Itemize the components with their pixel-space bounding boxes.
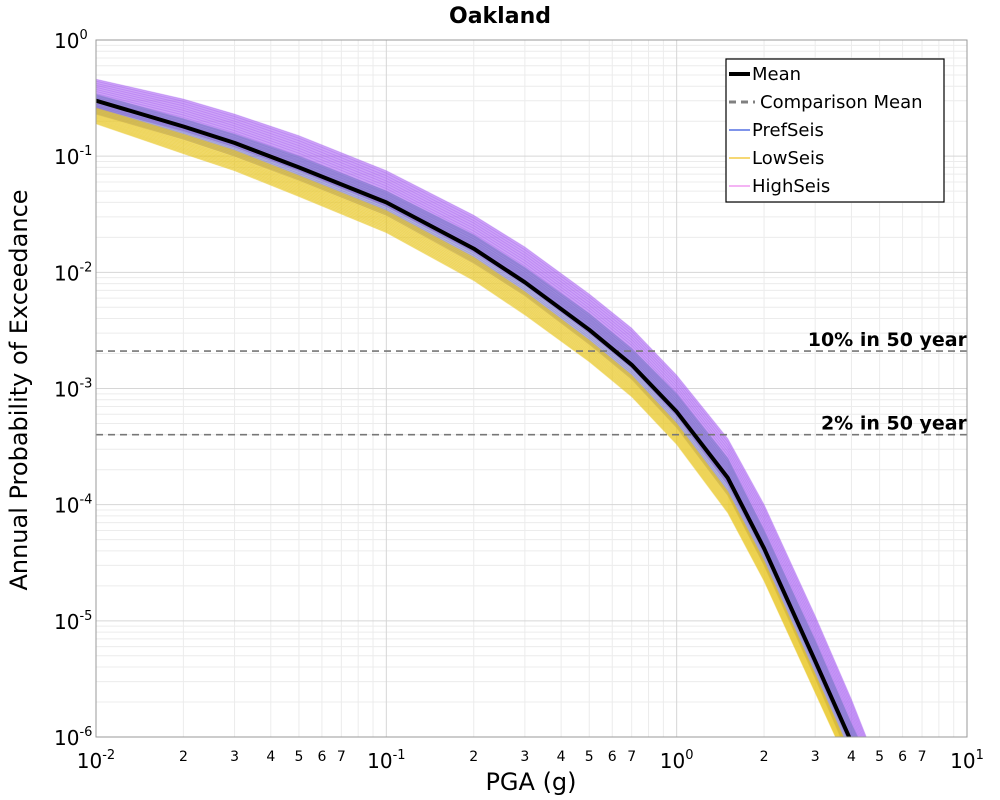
branch-curve-lowseis	[96, 110, 843, 737]
reference-line-label: 10% in 50 year	[808, 329, 968, 351]
x-minor-tick-label: 2	[179, 749, 188, 765]
branch-curve-lowseis	[96, 107, 845, 737]
x-minor-tick-label: 4	[557, 749, 566, 765]
x-minor-tick-label: 5	[294, 749, 303, 765]
branch-curve-prefseis	[96, 93, 859, 737]
branch-curve-prefseis	[96, 98, 855, 737]
chart-title: Oakland	[449, 4, 551, 29]
branch-curve-highseis	[96, 89, 861, 737]
y-tick-label: 10-1	[54, 144, 92, 169]
legend-label: HighSeis	[752, 176, 830, 197]
x-minor-tick-label: 5	[585, 749, 594, 765]
branch-curve-lowseis	[96, 112, 842, 737]
y-tick-label: 10-2	[54, 260, 92, 285]
y-tick-label: 10-5	[54, 609, 92, 634]
x-minor-tick-label: 6	[608, 749, 617, 765]
branch-curve-lowseis	[96, 109, 843, 737]
x-minor-tick-label: 4	[847, 749, 856, 765]
branch-curve-lowseis	[96, 119, 838, 737]
y-tick-label: 100	[54, 28, 88, 53]
y-axis-label: Annual Probability of Exceedance	[5, 189, 33, 590]
x-minor-tick-label: 6	[898, 749, 907, 765]
branch-curve-lowseis	[96, 108, 844, 737]
y-tick-labels: 100 10-1 10-2 10-3 10-4 10-5 10-6	[54, 28, 92, 750]
branch-curve-lowseis	[96, 118, 839, 737]
legend-label: LowSeis	[752, 148, 824, 169]
branch-curve-highseis	[96, 78, 867, 737]
branch-curve-highseis	[96, 84, 863, 737]
branch-curve-highseis	[96, 91, 859, 737]
branch-curve-lowseis	[96, 117, 839, 737]
plot-frame	[95, 39, 968, 738]
x-tick-label: 10-1	[367, 748, 405, 773]
branch-curve-highseis	[96, 86, 862, 737]
branch-curve-prefseis	[96, 108, 846, 737]
branch-curve-prefseis	[96, 99, 854, 737]
branch-curve-lowseis	[96, 116, 840, 737]
y-tick-label: 10-6	[54, 725, 92, 750]
legend-label: Mean	[752, 64, 801, 85]
branch-curve-highseis	[96, 80, 866, 737]
legend-box	[725, 58, 945, 203]
y-tick-label: 10-3	[54, 377, 92, 402]
x-tick-label: 101	[950, 748, 984, 773]
branch-curve-lowseis	[96, 114, 841, 737]
x-tick-label: 100	[660, 748, 694, 773]
reference-lines: 10% in 50 year 2% in 50 year	[96, 329, 968, 436]
x-tick-label: 10-2	[77, 748, 115, 773]
x-minor-tick-label: 5	[875, 749, 884, 765]
x-minor-tick-label: 3	[230, 749, 239, 765]
mean-curve	[96, 98, 852, 737]
x-minor-tick-label: 7	[627, 749, 636, 765]
branch-curve-prefseis	[96, 95, 857, 737]
x-minor-tick-label: 2	[469, 749, 478, 765]
legend-label: PrefSeis	[752, 120, 824, 141]
branch-curve-lowseis	[96, 121, 838, 737]
x-axis-label: PGA (g)	[485, 768, 576, 796]
x-minor-tick-label: 3	[811, 749, 820, 765]
mean-curve-group	[96, 98, 852, 737]
x-minor-tick-label: 2	[760, 749, 769, 765]
branch-curve-prefseis	[96, 96, 856, 737]
x-minor-tick-label: 4	[266, 749, 275, 765]
x-minor-tick-label: 6	[317, 749, 326, 765]
legend: Mean Comparison Mean PrefSeis LowSeis HighSe…	[725, 58, 945, 203]
x-minor-tick-label: 7	[918, 749, 927, 765]
branch-curve-lowseis	[96, 113, 842, 737]
x-minor-tick-label: 3	[520, 749, 529, 765]
y-tick-label: 10-4	[54, 493, 92, 518]
x-minor-tick-label: 7	[337, 749, 346, 765]
branch-curve-highseis	[96, 82, 865, 737]
reference-line-label: 2% in 50 year	[821, 413, 968, 435]
branch-curve-lowseis	[96, 123, 837, 737]
branch-curve-lowseis	[96, 122, 837, 737]
legend-label: Comparison Mean	[760, 92, 923, 113]
